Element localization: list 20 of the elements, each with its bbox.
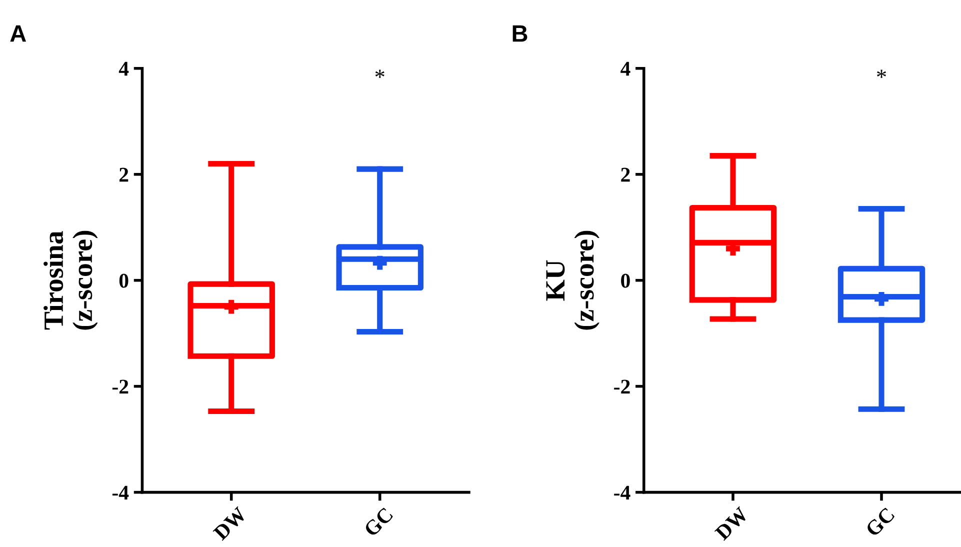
- y-tick-label: -4: [112, 486, 129, 500]
- x-tick-label: GC: [363, 507, 394, 538]
- y-tick-label: 2: [621, 168, 630, 182]
- annotation: *: [375, 70, 384, 78]
- y-tick-label: 0: [621, 274, 630, 288]
- x-tick-label: GC: [864, 507, 896, 538]
- y-tick-label: 2: [119, 168, 128, 182]
- chart-title: A: [10, 25, 26, 42]
- y-tick-label: -2: [614, 380, 630, 394]
- x-tick-label: DW: [212, 506, 248, 542]
- y-axis-title: Tirosina (z-score): [44, 230, 98, 330]
- chart-title: B: [512, 25, 528, 42]
- y-tick-label: 0: [119, 274, 128, 288]
- x-tick-label: DW: [714, 506, 750, 542]
- y-axis-title: KU (z-score): [546, 230, 600, 330]
- y-tick-label: 4: [620, 62, 630, 76]
- y-tick-label: 4: [118, 62, 129, 76]
- y-tick-label: -4: [614, 486, 630, 500]
- annotation: *: [877, 70, 886, 78]
- y-tick-label: -2: [112, 380, 128, 394]
